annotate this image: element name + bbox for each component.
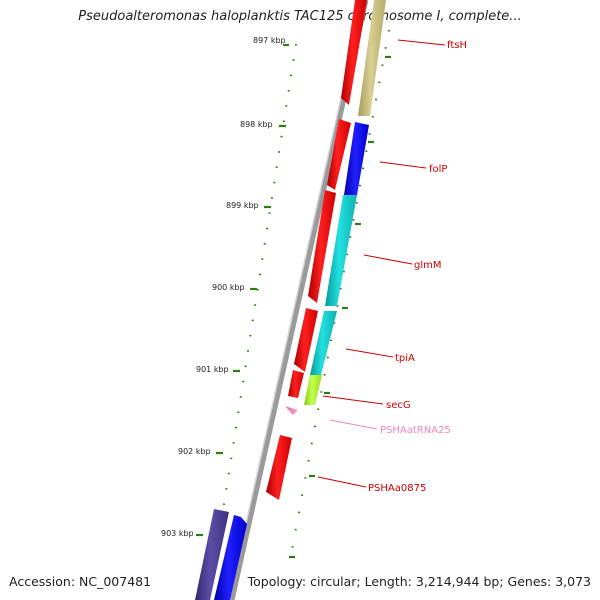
right-ticks bbox=[289, 55, 391, 559]
gene-label-PSHAatRNA25[interactable]: PSHAatRNA25 bbox=[380, 425, 451, 436]
gene-ftsH[interactable] bbox=[341, 0, 367, 105]
gene-label-folP[interactable]: folP bbox=[429, 164, 447, 175]
kbp-label: 897 kbp bbox=[253, 36, 286, 45]
gene-folP[interactable] bbox=[327, 119, 351, 190]
scale-dotted-line bbox=[208, 43, 297, 600]
cog-olive-block[interactable] bbox=[358, 0, 386, 116]
backbone-inner bbox=[228, 0, 364, 600]
gene-glmM[interactable] bbox=[308, 190, 336, 303]
gene-purple-block[interactable] bbox=[195, 509, 229, 600]
kbp-label: 901 kbp bbox=[196, 365, 229, 374]
cog-lime-block[interactable] bbox=[304, 375, 322, 405]
map-title: Pseudoalteromonas haloplanktis TAC125 ch… bbox=[78, 9, 522, 24]
scale-ticks bbox=[196, 43, 289, 537]
forward-cds-track bbox=[266, 0, 367, 500]
gene-blue-block[interactable] bbox=[214, 515, 247, 600]
kbp-label: 903 kbp bbox=[161, 529, 194, 538]
gene-label-ftsH[interactable]: ftsH bbox=[447, 40, 467, 51]
gene-label-glmM[interactable]: glmM bbox=[414, 260, 442, 271]
cog-cyan-block-2[interactable] bbox=[310, 311, 337, 375]
kbp-label: 899 kbp bbox=[226, 201, 259, 210]
genome-summary: Topology: circular; Length: 3,214,944 bp… bbox=[247, 574, 591, 589]
kbp-label: 898 kbp bbox=[240, 120, 273, 129]
kbp-label: 900 kbp bbox=[212, 283, 245, 292]
gene-secG[interactable] bbox=[288, 370, 304, 398]
cog-blue-block[interactable] bbox=[344, 122, 369, 195]
cog-cyan-block[interactable] bbox=[325, 195, 357, 306]
gene-tpiA[interactable] bbox=[294, 308, 318, 372]
cog-track bbox=[304, 0, 386, 405]
accession-label: Accession: NC_007481 bbox=[9, 574, 152, 589]
gene-label-secG[interactable]: secG bbox=[386, 400, 411, 411]
kbp-label: 902 kbp bbox=[178, 447, 211, 456]
gene-PSHAa0875[interactable] bbox=[266, 435, 292, 500]
gene-PSHAatRNA25[interactable] bbox=[285, 406, 298, 415]
callout-lines bbox=[317, 39, 446, 488]
gene-label-tpiA[interactable]: tpiA bbox=[395, 353, 415, 364]
gene-label-PSHAa0875[interactable]: PSHAa0875 bbox=[368, 483, 426, 494]
